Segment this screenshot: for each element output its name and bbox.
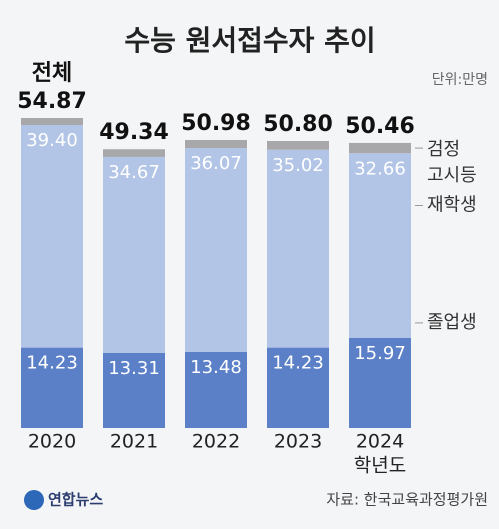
total-label: 49.34 [99, 120, 169, 145]
bar-segment [349, 337, 411, 428]
x-tick-label: 2024 [356, 431, 404, 453]
total-label: 50.98 [181, 111, 251, 136]
chart-title: 수능 원서접수자 추이 [124, 24, 375, 57]
value-label: 36.07 [190, 153, 242, 174]
value-label: 32.66 [354, 158, 406, 179]
x-tick-label: 2023 [274, 431, 322, 453]
legend-label: 졸업생 [427, 312, 477, 333]
total-label: 50.46 [345, 114, 415, 139]
unit-label: 단위:만명 [432, 72, 488, 88]
logo: 연합뉴스 [48, 491, 103, 509]
x-tick-label: 2022 [192, 431, 240, 453]
value-label: 13.48 [190, 357, 242, 378]
x-axis-label: 학년도 [354, 455, 406, 477]
logo-icon [24, 490, 44, 510]
value-label: 15.97 [354, 343, 406, 364]
legend-label: 재학생 [427, 195, 477, 216]
value-label: 13.31 [108, 358, 160, 379]
x-tick-label: 2020 [28, 431, 76, 453]
bar-segment [185, 351, 247, 428]
total-name: 전체 [32, 61, 72, 86]
value-label: 39.40 [26, 130, 78, 151]
total-label: 54.87 [17, 89, 87, 114]
bar-segment [267, 347, 329, 428]
total-label: 50.80 [263, 112, 333, 137]
legend-label-line: 검정 [427, 139, 460, 160]
bar-segment [185, 148, 247, 352]
source: 자료: 한국교육과정평가원 [326, 491, 488, 509]
bar-segment [103, 156, 165, 353]
value-label: 35.02 [272, 155, 324, 176]
x-tick-label: 2021 [110, 431, 158, 453]
bar-segment [21, 347, 83, 428]
value-label: 14.23 [272, 353, 324, 374]
value-label: 14.23 [26, 353, 78, 374]
bar-segment [267, 140, 329, 150]
bar-segment [349, 153, 411, 338]
bar-segment [21, 118, 83, 126]
bar-segment [21, 125, 83, 348]
bar-segment [349, 142, 411, 154]
value-label: 34.67 [108, 162, 160, 183]
bar-segment [103, 352, 165, 428]
bar-segment [267, 149, 329, 348]
legend-label-line: 고시등 [427, 165, 477, 186]
bar-segment [103, 149, 165, 157]
bar-segment [185, 139, 247, 149]
